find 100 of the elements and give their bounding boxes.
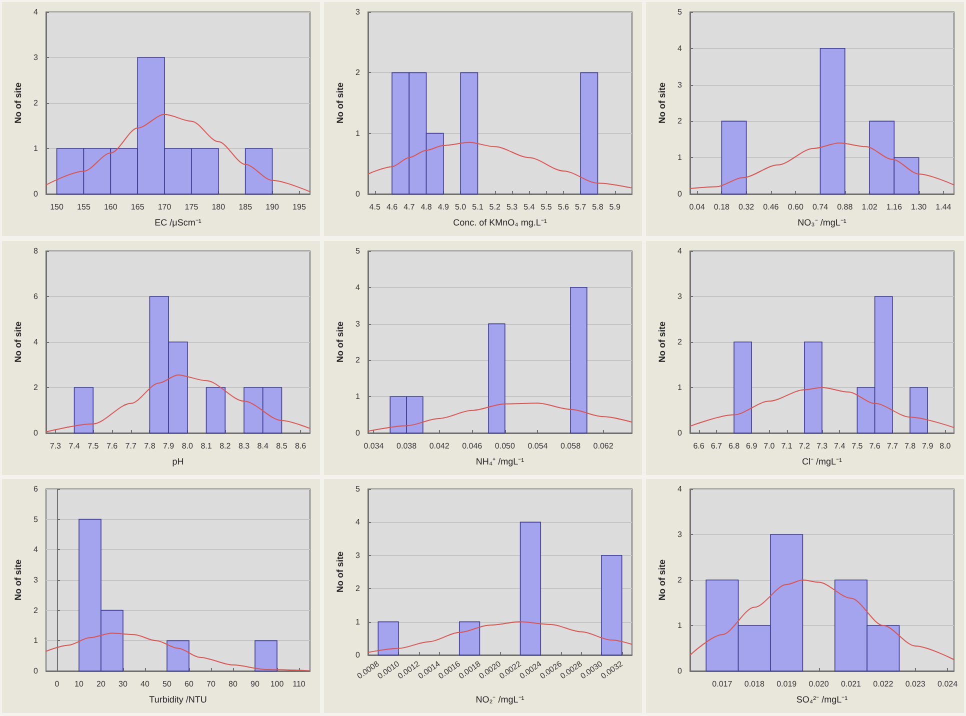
y-tick-label: 1 (356, 128, 361, 138)
y-tick-label: 2 (678, 116, 683, 126)
x-tick-label: 7.9 (922, 441, 934, 450)
y-tick-label: 3 (678, 80, 683, 90)
y-tick-label: 1 (678, 382, 683, 392)
x-tick-label: 20 (96, 680, 106, 689)
y-tick-label: 1 (678, 153, 683, 162)
y-tick-label: 3 (678, 292, 683, 301)
x-tick-label: 0.046 (462, 441, 483, 450)
y-tick-label: 6 (34, 292, 39, 301)
x-tick-label: 5.5 (540, 202, 552, 212)
x-tick-label: 5.3 (506, 202, 518, 212)
y-tick-label: 4 (356, 518, 361, 528)
x-tick-label: 1.02 (862, 202, 878, 212)
y-tick-label: 5 (356, 246, 361, 256)
x-axis-title: Turbidity /NTU (149, 694, 207, 705)
x-tick-label: 0.88 (837, 202, 854, 212)
x-tick-label: 60 (184, 680, 194, 689)
x-tick-label: 8.0 (940, 441, 952, 450)
y-tick-label: 1 (356, 618, 361, 627)
x-tick-label: 7.6 (106, 441, 118, 450)
x-tick-label: 0.021 (840, 680, 862, 689)
x-tick-label: 0.020 (808, 680, 830, 689)
x-tick-label: 7.5 (88, 441, 100, 450)
x-tick-label: 80 (228, 680, 238, 689)
x-tick-label: 6.6 (693, 441, 705, 450)
x-tick-label: 5.8 (592, 202, 604, 212)
x-tick-label: 8.5 (276, 441, 288, 450)
y-tick-label: 4 (678, 44, 683, 53)
x-tick-label: 10 (74, 680, 84, 689)
y-tick-label: 6 (34, 484, 39, 494)
x-tick-label: 0.058 (560, 441, 582, 450)
x-tick-label: 100 (270, 680, 284, 689)
y-tick-label: 5 (34, 515, 39, 524)
y-tick-label: 2 (356, 584, 361, 594)
y-tick-label: 8 (34, 246, 39, 256)
y-axis-title: No of site (13, 321, 24, 362)
x-tick-label: 0.04 (689, 202, 706, 212)
x-tick-label: 0.023 (905, 680, 926, 689)
y-tick-label: 2 (34, 382, 39, 392)
line-series (46, 632, 310, 672)
x-tick-label: 5.4 (524, 202, 536, 212)
y-tick-label: 3 (356, 551, 361, 560)
line-series (368, 142, 632, 188)
y-axis-title: No of site (335, 321, 346, 362)
x-tick-label: 0.022 (873, 680, 894, 689)
y-tick-label: 3 (356, 318, 361, 328)
x-tick-label: 160 (104, 202, 118, 212)
x-tick-label: 0.017 (712, 680, 733, 689)
x-tick-label: 30 (118, 680, 128, 689)
y-tick-label: 4 (34, 545, 39, 554)
line-series (690, 142, 954, 190)
x-tick-label: 1.30 (911, 202, 928, 212)
x-tick-label: 0.062 (593, 441, 614, 450)
x-tick-label: 40 (140, 680, 150, 689)
x-tick-label: 0.019 (776, 680, 798, 689)
y-tick-label: 1 (34, 144, 39, 153)
x-tick-label: 6.9 (746, 441, 758, 450)
x-tick-label: 4.6 (386, 202, 398, 212)
y-tick-label: 2 (678, 337, 683, 346)
x-axis-title: NH₄⁺ /mgL⁻¹ (476, 456, 524, 466)
y-tick-label: 3 (678, 530, 683, 540)
x-tick-label: 7.3 (50, 441, 62, 450)
y-tick-label: 5 (356, 484, 361, 494)
x-tick-label: 0.042 (429, 441, 450, 450)
x-tick-label: 7.7 (125, 441, 137, 450)
y-axis-title: No of site (657, 321, 668, 362)
y-tick-label: 0 (356, 650, 361, 660)
y-tick-label: 4 (356, 282, 361, 292)
y-tick-label: 2 (678, 576, 683, 585)
y-tick-label: 0 (678, 190, 683, 198)
y-tick-label: 3 (34, 53, 39, 62)
x-tick-label: 110 (292, 680, 306, 689)
x-tick-label: 150 (50, 202, 64, 212)
x-tick-label: 7.1 (781, 441, 793, 450)
x-tick-label: 155 (77, 202, 91, 212)
x-tick-label: 7.9 (163, 441, 175, 450)
x-tick-label: 7.4 (834, 441, 846, 450)
x-axis-title: EC /μScm⁻¹ (154, 218, 202, 228)
x-tick-label: 185 (238, 202, 253, 212)
line-series (690, 386, 954, 428)
x-axis-title: Conc. of KMnO₄ mg.L⁻¹ (453, 218, 547, 228)
y-tick-label: 0 (678, 428, 683, 438)
x-tick-label: 0.038 (396, 441, 418, 450)
y-tick-label: 2 (356, 68, 361, 78)
x-tick-label: 4.8 (420, 202, 432, 212)
line-series (46, 114, 310, 192)
x-tick-label: 8.1 (200, 441, 212, 450)
x-tick-label: 70 (206, 680, 216, 689)
x-tick-label: 0.18 (714, 202, 730, 212)
x-tick-label: 8.2 (220, 441, 232, 450)
x-tick-label: 7.8 (144, 441, 156, 450)
y-tick-label: 0 (34, 428, 39, 438)
x-tick-label: 190 (266, 202, 280, 212)
x-tick-label: 8.4 (257, 441, 269, 450)
x-tick-label: 8.6 (295, 441, 307, 450)
x-tick-label: 165 (130, 202, 145, 212)
x-tick-label: 0.32 (738, 202, 755, 212)
x-tick-label: 5.6 (558, 202, 570, 212)
y-axis-title: No of site (13, 82, 24, 124)
